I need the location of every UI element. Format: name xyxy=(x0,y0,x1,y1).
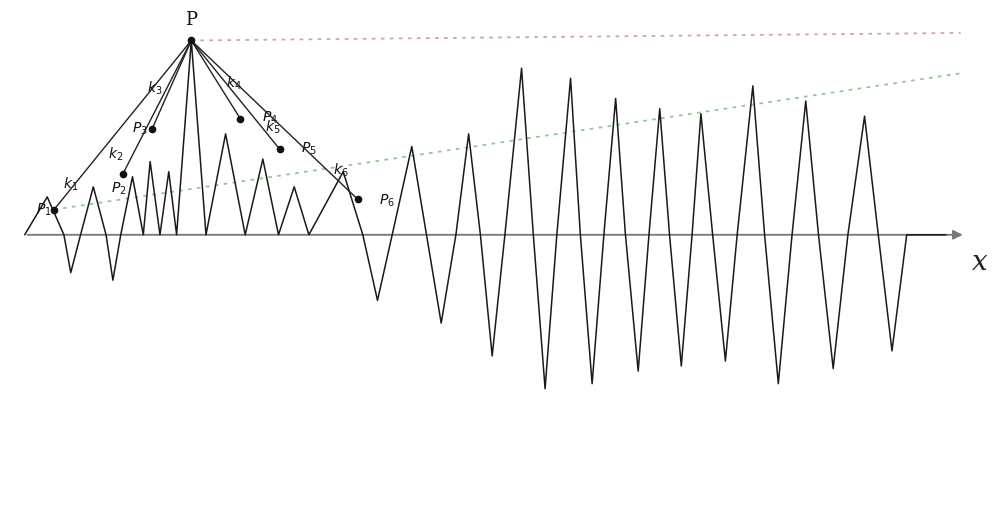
Text: $P_6$: $P_6$ xyxy=(379,192,395,209)
Text: $P_2$: $P_2$ xyxy=(111,180,127,197)
Text: $k_1$: $k_1$ xyxy=(63,176,78,193)
Text: $k_2$: $k_2$ xyxy=(108,145,123,163)
Text: P: P xyxy=(185,11,197,29)
Text: $P_4$: $P_4$ xyxy=(262,110,278,126)
Text: $P_3$: $P_3$ xyxy=(132,121,148,137)
Text: $P_5$: $P_5$ xyxy=(301,141,317,157)
Text: $k_6$: $k_6$ xyxy=(333,162,349,179)
Text: $k_5$: $k_5$ xyxy=(265,118,280,136)
Text: $k_3$: $k_3$ xyxy=(147,80,163,97)
Text: $P_1$: $P_1$ xyxy=(36,201,52,218)
Text: $k_4$: $k_4$ xyxy=(226,75,241,92)
Text: x: x xyxy=(972,249,988,276)
